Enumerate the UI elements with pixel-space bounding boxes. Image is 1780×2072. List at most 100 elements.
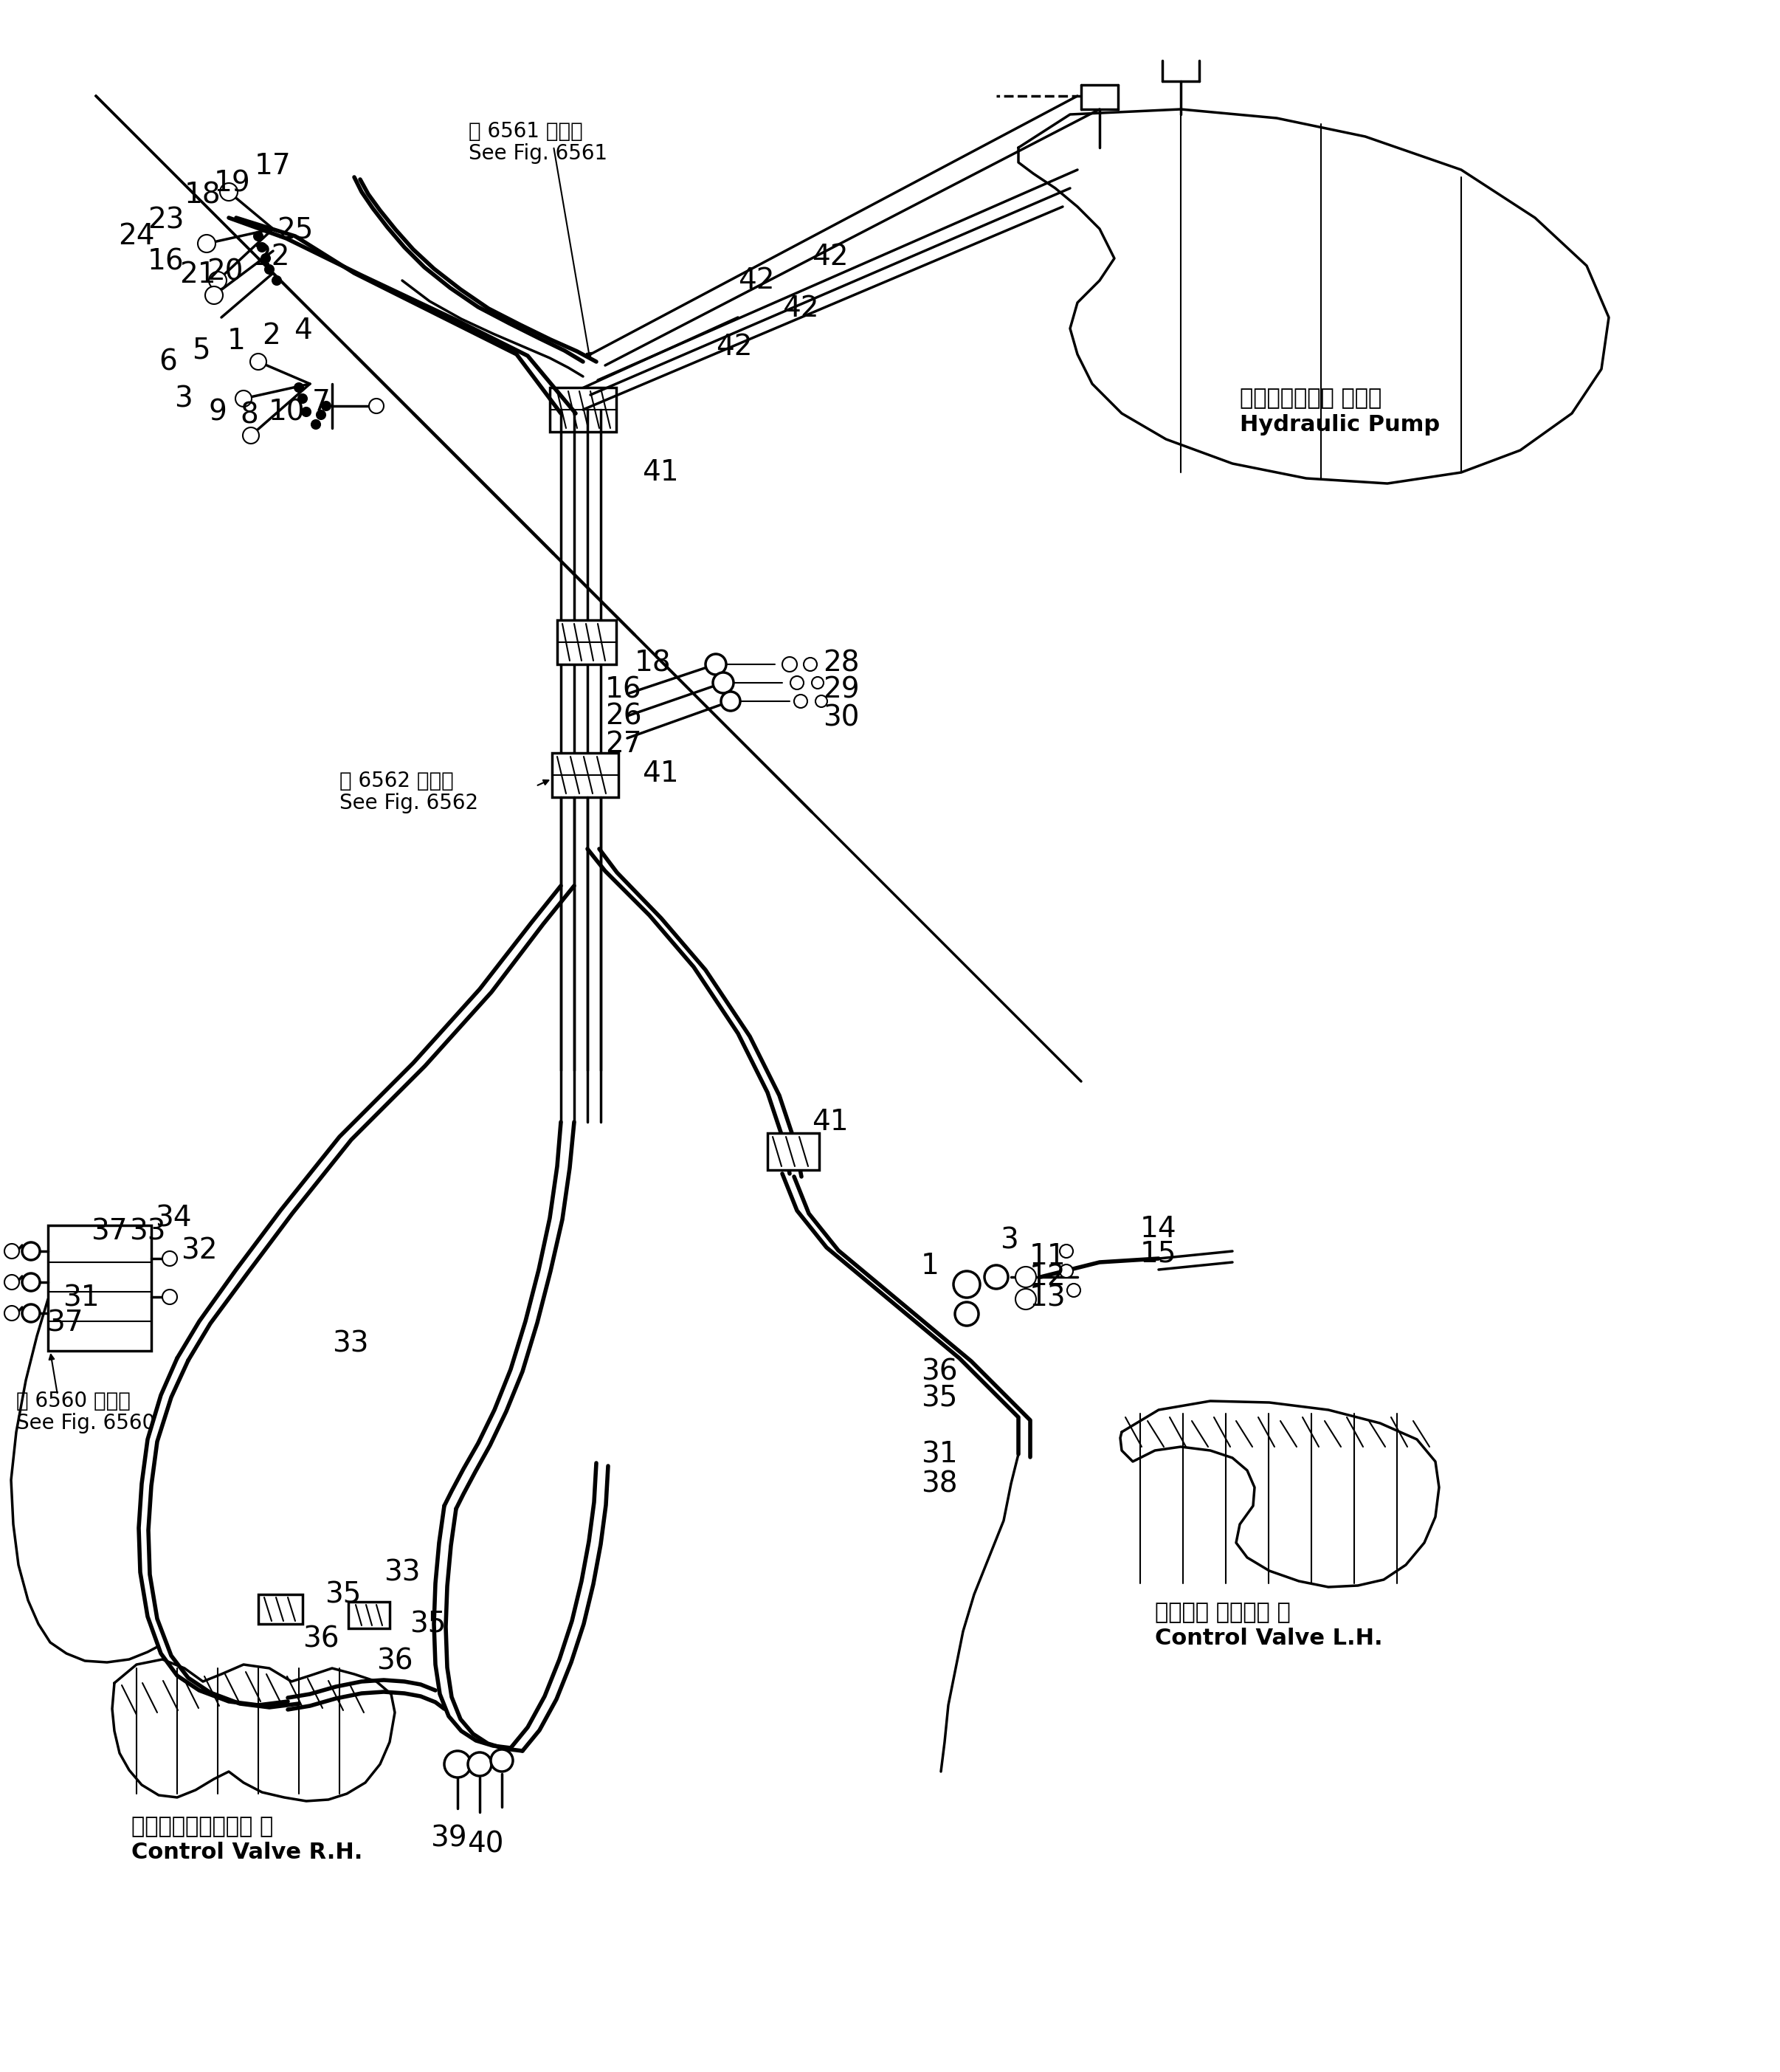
Text: 33: 33 <box>333 1330 368 1357</box>
Text: 38: 38 <box>920 1469 958 1498</box>
Circle shape <box>803 657 817 671</box>
Text: Hydraulic Pump: Hydraulic Pump <box>1241 414 1440 435</box>
Text: 1: 1 <box>920 1251 940 1280</box>
Text: 35: 35 <box>324 1581 361 1608</box>
Text: 25: 25 <box>278 215 313 244</box>
Text: 1: 1 <box>228 327 246 354</box>
Text: 36: 36 <box>303 1624 340 1653</box>
Text: 32: 32 <box>182 1237 217 1266</box>
Text: 41: 41 <box>643 760 678 787</box>
Circle shape <box>4 1274 20 1289</box>
Circle shape <box>781 657 797 671</box>
Circle shape <box>368 398 384 414</box>
Text: 14: 14 <box>1141 1214 1177 1243</box>
Text: 第 6560 図参照: 第 6560 図参照 <box>16 1390 130 1411</box>
Text: 13: 13 <box>1029 1285 1066 1312</box>
Text: 9: 9 <box>208 398 226 427</box>
Circle shape <box>21 1303 39 1322</box>
Circle shape <box>468 1753 491 1776</box>
Circle shape <box>812 678 824 688</box>
Circle shape <box>242 427 260 443</box>
Text: See Fig. 6562: See Fig. 6562 <box>340 794 479 814</box>
Text: 15: 15 <box>1141 1239 1177 1268</box>
Circle shape <box>21 1243 39 1260</box>
Circle shape <box>1059 1245 1073 1258</box>
Circle shape <box>205 286 222 305</box>
Circle shape <box>21 1274 39 1291</box>
Text: 29: 29 <box>822 675 860 704</box>
Text: 35: 35 <box>409 1610 447 1639</box>
Text: 17: 17 <box>255 151 292 180</box>
Text: 23: 23 <box>148 205 185 234</box>
Text: 18: 18 <box>185 182 221 209</box>
Text: 27: 27 <box>605 729 643 758</box>
Polygon shape <box>112 1660 395 1801</box>
Circle shape <box>162 1251 178 1266</box>
Circle shape <box>1068 1285 1080 1297</box>
Text: 42: 42 <box>739 267 774 294</box>
Bar <box>552 752 618 798</box>
Text: 28: 28 <box>822 649 860 678</box>
Text: 19: 19 <box>214 170 251 197</box>
Bar <box>550 387 616 431</box>
Text: ハイドロリック ポンプ: ハイドロリック ポンプ <box>1241 387 1381 410</box>
Circle shape <box>705 655 726 675</box>
Text: 20: 20 <box>206 257 244 286</box>
Text: 第 6561 図参照: 第 6561 図参照 <box>468 120 582 141</box>
Circle shape <box>235 390 251 406</box>
Circle shape <box>794 694 808 709</box>
Circle shape <box>251 354 267 369</box>
Text: See Fig. 6561: See Fig. 6561 <box>468 143 607 164</box>
Text: 35: 35 <box>920 1384 958 1413</box>
Text: 33: 33 <box>384 1558 420 1587</box>
Circle shape <box>162 1289 178 1303</box>
Circle shape <box>1015 1266 1036 1287</box>
Text: 26: 26 <box>605 702 643 729</box>
Text: コントロ ルバルブ 左: コントロ ルバルブ 左 <box>1155 1602 1290 1624</box>
Circle shape <box>255 232 263 240</box>
Text: 3: 3 <box>1000 1227 1018 1254</box>
Text: 16: 16 <box>148 249 185 276</box>
Bar <box>48 1225 151 1351</box>
Circle shape <box>954 1301 979 1326</box>
Text: 22: 22 <box>253 242 290 271</box>
Text: 2: 2 <box>262 321 281 350</box>
Circle shape <box>262 255 271 263</box>
Text: 36: 36 <box>920 1357 958 1386</box>
Text: 16: 16 <box>605 675 643 704</box>
Text: 36: 36 <box>376 1647 413 1674</box>
Circle shape <box>317 410 326 419</box>
Text: 3: 3 <box>174 385 192 412</box>
Text: 10: 10 <box>269 398 304 427</box>
Text: 7: 7 <box>311 387 331 416</box>
Text: 37: 37 <box>91 1216 128 1245</box>
Circle shape <box>4 1243 20 1258</box>
Circle shape <box>198 234 215 253</box>
Circle shape <box>322 402 331 410</box>
Text: コントロールバルブ 右: コントロールバルブ 右 <box>132 1817 274 1838</box>
Text: 12: 12 <box>1029 1264 1066 1291</box>
Circle shape <box>712 673 733 694</box>
Text: Control Valve L.H.: Control Valve L.H. <box>1155 1629 1383 1649</box>
Text: 第 6562 図参照: 第 6562 図参照 <box>340 771 454 792</box>
Text: 42: 42 <box>716 334 753 361</box>
Text: 41: 41 <box>643 458 678 487</box>
Bar <box>767 1133 819 1171</box>
Circle shape <box>303 408 311 416</box>
Circle shape <box>1015 1289 1036 1310</box>
Circle shape <box>258 242 267 251</box>
Text: 4: 4 <box>294 317 311 344</box>
Text: 41: 41 <box>812 1109 849 1135</box>
Text: See Fig. 6560: See Fig. 6560 <box>16 1413 155 1434</box>
Text: 8: 8 <box>240 400 258 429</box>
Text: 30: 30 <box>822 704 860 731</box>
Circle shape <box>208 271 226 290</box>
Bar <box>557 620 616 665</box>
Text: 5: 5 <box>192 336 210 365</box>
Circle shape <box>272 276 281 286</box>
Text: 31: 31 <box>920 1440 958 1469</box>
Circle shape <box>221 182 237 201</box>
Circle shape <box>311 421 320 429</box>
Text: 42: 42 <box>812 242 849 271</box>
Text: 31: 31 <box>62 1285 100 1312</box>
